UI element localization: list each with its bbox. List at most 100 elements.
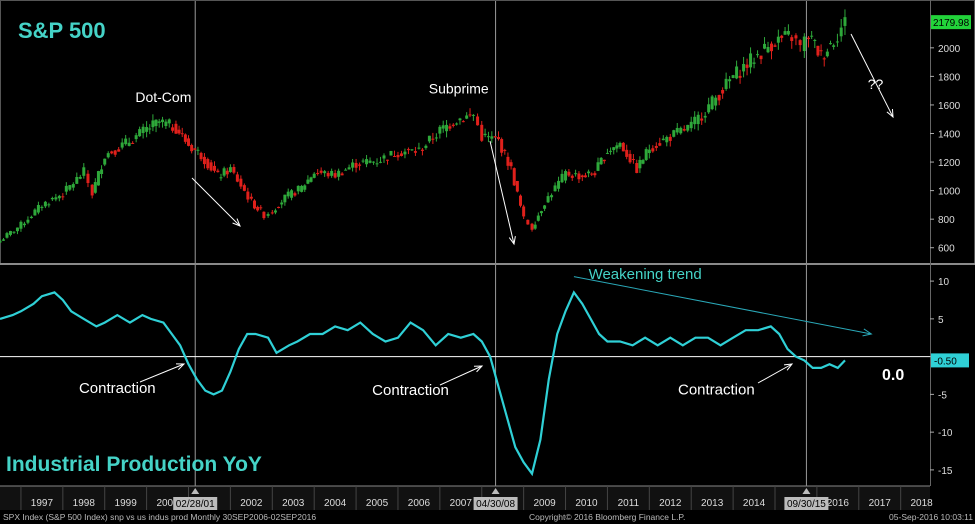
candle-body: [654, 146, 658, 148]
candle-body: [438, 126, 442, 134]
candle-body: [26, 219, 30, 223]
candle-body: [93, 182, 97, 193]
candle-body: [103, 158, 107, 165]
candle-body: [365, 159, 369, 165]
candle-body: [703, 115, 707, 118]
marker-date-label: 04/30/08: [476, 499, 515, 510]
candle-body: [819, 50, 823, 52]
annotation-label: Contraction: [678, 381, 755, 398]
candle-body: [461, 121, 465, 123]
candle-body: [615, 145, 619, 149]
candle-body: [717, 95, 721, 101]
annotation-label: Subprime: [429, 81, 489, 97]
candle-body: [340, 173, 344, 176]
candle-body: [82, 167, 86, 176]
last-value-label: 2179.98: [933, 18, 970, 29]
candle-body: [599, 157, 603, 165]
arrow-line: [139, 363, 185, 383]
candle-body: [316, 172, 320, 174]
candle-body: [583, 175, 587, 178]
candle-body: [539, 211, 543, 214]
candle-body: [493, 136, 497, 138]
y-tick-label: 2000: [938, 44, 961, 55]
candle-body: [651, 148, 655, 152]
candle-body: [209, 162, 213, 171]
candle-body: [689, 121, 693, 129]
candle-body: [96, 171, 100, 186]
y-tick-label: -10: [938, 428, 953, 439]
x-tick-label: 2005: [366, 498, 389, 509]
candle-body: [773, 45, 777, 47]
arrow-head: [886, 108, 894, 119]
candle-body: [154, 119, 158, 127]
candle-body: [12, 231, 16, 233]
x-tick-label: 1999: [115, 498, 138, 509]
footer-left: SPX Index (S&P 500 Index) snp vs us indu…: [3, 512, 316, 522]
candle-body: [829, 43, 833, 45]
candle-body: [700, 118, 704, 121]
candle-body: [36, 205, 40, 213]
candle-body: [587, 171, 591, 174]
candle-body: [445, 124, 449, 132]
candle-body: [822, 58, 826, 60]
candle-body: [270, 212, 274, 214]
candle-body: [693, 116, 697, 125]
candle-body: [770, 43, 774, 52]
x-tick-label: 2011: [618, 498, 640, 509]
candle-body: [644, 149, 648, 160]
candle-body: [306, 179, 310, 184]
candle-body: [593, 173, 597, 176]
candle-body: [605, 152, 609, 154]
candle-body: [802, 36, 806, 52]
candle-body: [392, 156, 396, 158]
annotation-label: Contraction: [79, 380, 156, 397]
candle-body: [403, 151, 407, 155]
candle-body: [427, 135, 431, 142]
arrow-head: [473, 365, 484, 373]
candle-body: [766, 47, 770, 53]
last-value-label: -0.50: [934, 356, 957, 367]
y-tick-label: 10: [938, 277, 950, 288]
candle-body: [458, 118, 462, 121]
last-value-badge: [931, 15, 971, 30]
candle-body: [756, 54, 760, 56]
candle-body: [43, 201, 47, 207]
candle-body: [832, 45, 836, 47]
candle-body: [187, 138, 191, 146]
x-tick-label: 2003: [282, 498, 305, 509]
candle-body: [638, 159, 642, 169]
candle-body: [621, 142, 625, 152]
candle-body: [546, 196, 550, 203]
candle-body: [309, 177, 313, 182]
candle-body: [434, 137, 438, 139]
candle-body: [40, 206, 44, 208]
candle-body: [519, 195, 523, 206]
candle-body: [431, 138, 435, 140]
candle-body: [410, 149, 414, 151]
candle-body: [193, 148, 197, 150]
vertical-event-lines: [194, 0, 807, 486]
candle-body: [22, 223, 26, 226]
candle-body: [497, 137, 501, 140]
candle-body: [509, 162, 513, 167]
candle-body: [682, 129, 686, 131]
candle-body: [441, 125, 445, 129]
candle-body: [120, 142, 124, 148]
x-tick-label: 2000: [156, 498, 179, 509]
candle-body: [668, 136, 672, 141]
candle-body: [560, 173, 564, 183]
annotation-label: Dot-Com: [135, 89, 191, 105]
candle-body: [794, 35, 798, 39]
candle-body: [344, 169, 348, 171]
candle-body: [277, 206, 281, 209]
candle-body: [543, 205, 547, 209]
x-tick-label: 2012: [659, 498, 682, 509]
trend-arrow-head: [862, 328, 873, 337]
candle-body: [131, 142, 135, 144]
candle-body: [180, 133, 184, 135]
candle-body: [749, 53, 753, 68]
candle-body: [303, 185, 307, 190]
arrow-line: [757, 363, 793, 384]
candle-body: [113, 150, 117, 155]
candle-body: [506, 156, 510, 166]
